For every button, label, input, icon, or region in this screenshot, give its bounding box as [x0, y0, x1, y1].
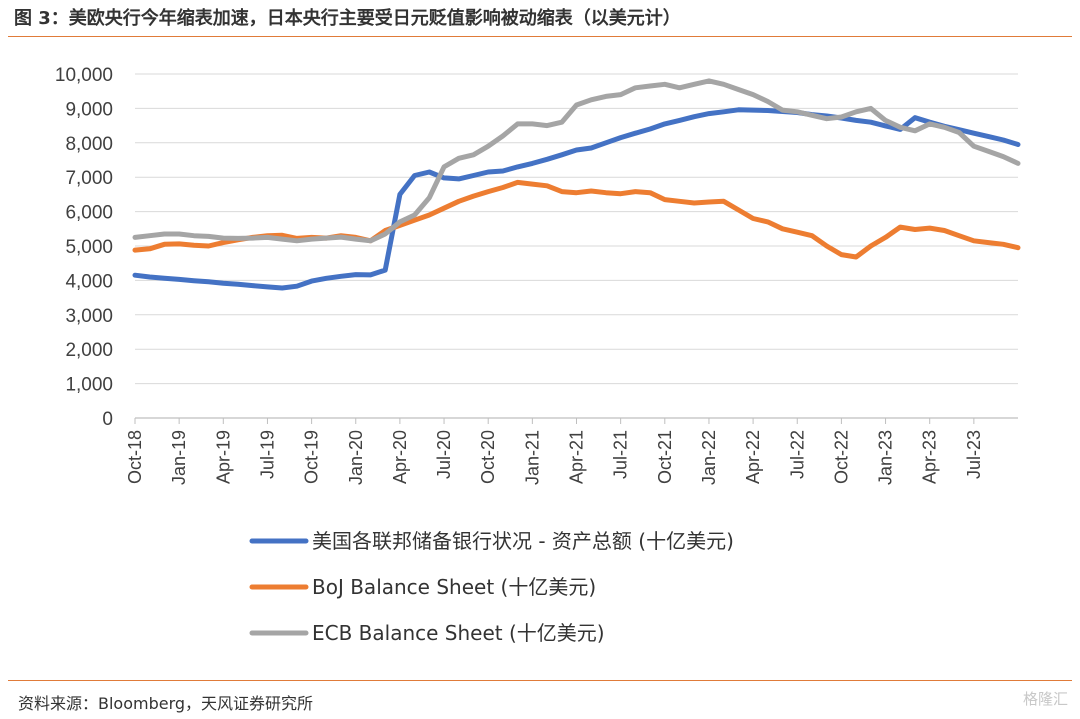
legend-label-1: BoJ Balance Sheet (十亿美元)	[312, 575, 596, 599]
legend-label-2: ECB Balance Sheet (十亿美元)	[312, 621, 605, 645]
x-tick-label: Jan-19	[169, 430, 189, 485]
x-tick-label: Jul-20	[434, 430, 454, 479]
legend-label-0: 美国各联邦储备银行状况 - 资产总额 (十亿美元)	[312, 529, 734, 553]
series-line-0	[132, 107, 1021, 291]
x-tick-label: Apr-21	[567, 430, 587, 484]
x-tick-label: Jul-22	[787, 430, 807, 479]
y-tick-label: 1,000	[65, 375, 113, 396]
x-tick-label: Oct-18	[125, 430, 145, 484]
figure-title: 图 3：美欧央行今年缩表加速，日本央行主要受日元贬值影响被动缩表（以美元计）	[14, 8, 681, 29]
x-tick-label: Jul-19	[257, 430, 277, 479]
watermark: 格隆汇	[1022, 690, 1068, 708]
y-tick-label: 4,000	[65, 271, 113, 292]
source-note: 资料来源：Bloomberg，天风证券研究所	[18, 694, 314, 713]
y-tick-label: 7,000	[65, 168, 113, 189]
x-tick-label: Apr-20	[390, 430, 410, 484]
x-tick-label: Apr-23	[920, 430, 940, 484]
y-tick-label: 3,000	[65, 306, 113, 327]
x-tick-label: Oct-20	[478, 430, 498, 484]
series-line-2	[132, 78, 1021, 244]
y-tick-label: 0	[102, 409, 113, 430]
x-tick-label: Apr-22	[743, 430, 763, 484]
y-tick-label: 6,000	[65, 203, 113, 224]
y-tick-label: 2,000	[65, 340, 113, 361]
x-tick-label: Jan-23	[876, 430, 896, 485]
x-tick-label: Oct-19	[302, 430, 322, 484]
y-tick-label: 5,000	[65, 237, 113, 258]
x-tick-label: Apr-19	[213, 430, 233, 484]
y-tick-label: 10,000	[55, 65, 113, 86]
x-tick-label: Jan-20	[346, 430, 366, 485]
x-tick-label: Jul-23	[964, 430, 984, 479]
x-tick-label: Oct-22	[831, 430, 851, 484]
series-line-1	[132, 179, 1021, 260]
bottom-divider	[8, 680, 1072, 681]
y-tick-label: 9,000	[65, 99, 113, 120]
x-tick-label: Oct-21	[655, 430, 675, 484]
x-tick-label: Jul-21	[611, 430, 631, 479]
x-tick-label: Jan-22	[699, 430, 719, 485]
x-tick-label: Jan-21	[522, 430, 542, 485]
line-chart: 0 1,000 2,000 3,000 4,000 5,000 6,000 7,000 8,00…	[55, 65, 1021, 645]
top-divider	[8, 36, 1072, 37]
y-tick-label: 8,000	[65, 134, 113, 155]
